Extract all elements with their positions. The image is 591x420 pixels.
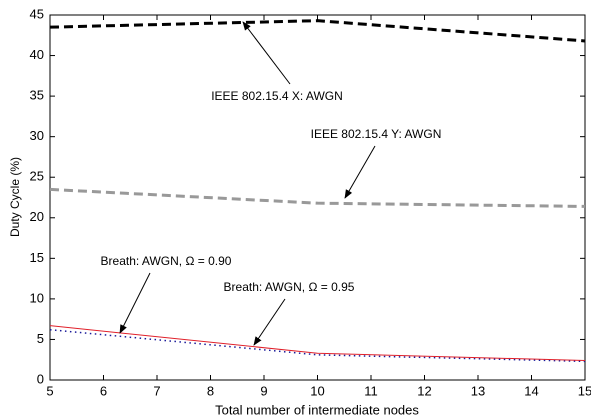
annotation-arrow <box>242 21 291 85</box>
x-tick-label: 14 <box>524 383 538 398</box>
x-axis-label: Total number of intermediate nodes <box>215 402 419 417</box>
y-axis-label: Duty Cycle (%) <box>8 157 22 237</box>
x-tick-label: 12 <box>417 383 431 398</box>
annotation-arrow <box>344 145 376 199</box>
x-tick-label: 9 <box>260 383 267 398</box>
y-tick-label: 40 <box>30 47 44 62</box>
x-tick-label: 10 <box>310 383 324 398</box>
series-line <box>49 187 586 208</box>
annotation: Breath: AWGN, Ω = 0.90 <box>101 254 232 268</box>
annotation: IEEE 802.15.4 Y: AWGN <box>311 127 442 141</box>
y-tick-label: 45 <box>30 6 44 21</box>
y-tick-label: 15 <box>30 250 44 265</box>
x-tick-label: 15 <box>578 383 591 398</box>
y-tick-label: 0 <box>37 371 44 386</box>
y-tick-label: 25 <box>30 169 44 184</box>
series-line <box>49 328 586 363</box>
x-tick-label: 6 <box>100 383 107 398</box>
annotation: IEEE 802.15.4 X: AWGN <box>211 89 343 103</box>
y-tick-label: 20 <box>30 209 44 224</box>
y-tick-label: 5 <box>37 331 44 346</box>
annotation-arrow <box>119 272 151 334</box>
annotation-arrow <box>253 298 286 346</box>
series-line <box>49 19 586 43</box>
plot-frame <box>49 14 586 381</box>
x-tick-label: 8 <box>207 383 214 398</box>
y-tick-label: 10 <box>30 290 44 305</box>
series-line <box>49 325 586 362</box>
x-tick-label: 13 <box>471 383 485 398</box>
x-tick-label: 7 <box>153 383 160 398</box>
y-tick-label: 35 <box>30 88 44 103</box>
annotation: Breath: AWGN, Ω = 0.95 <box>224 280 355 294</box>
x-tick-label: 5 <box>46 383 53 398</box>
x-tick-label: 11 <box>364 383 378 398</box>
y-tick-label: 30 <box>30 128 44 143</box>
